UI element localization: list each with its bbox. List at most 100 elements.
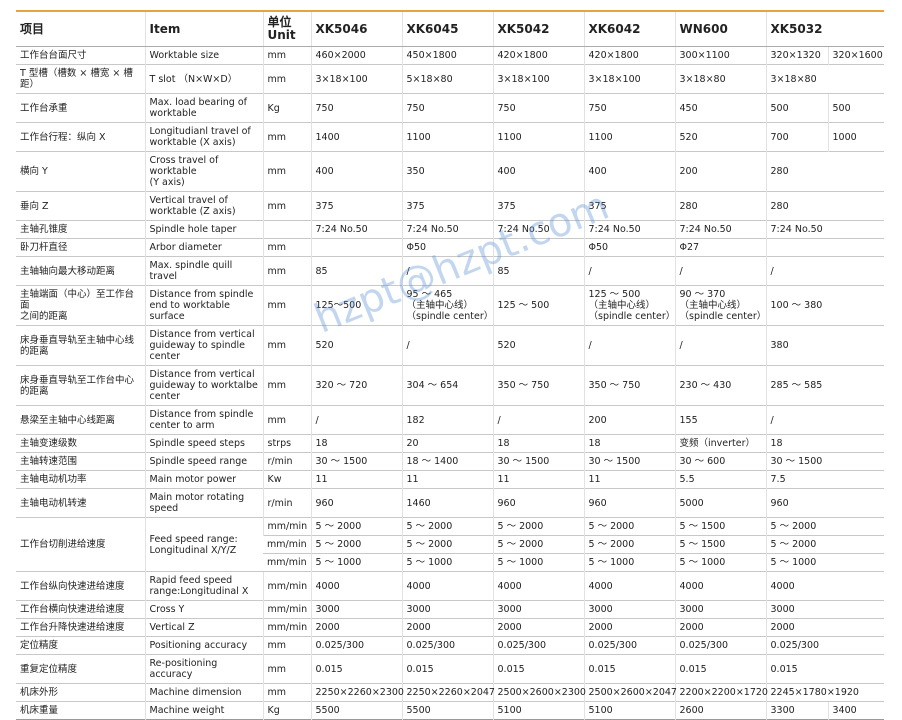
value-cell: 18 — [492, 434, 584, 453]
value-cell: 375 — [583, 191, 675, 221]
value-cell: 5 ～ 2000 — [310, 535, 402, 554]
value-cell: 5 ～ 2000 — [765, 517, 885, 536]
value-cell: 变频（inverter） — [674, 434, 766, 453]
value-cell: 280 — [765, 191, 885, 221]
header-cell: XK5042 — [492, 11, 584, 47]
value-cell: 11 — [492, 470, 584, 489]
unit-cell: mm — [262, 405, 311, 435]
table-row: 工作台行程：纵向 X Longitudianl travel of worktab… — [16, 122, 885, 152]
value-cell: 4000 — [583, 571, 675, 601]
value-cell — [492, 238, 584, 257]
value-cell: 4000 — [401, 571, 493, 601]
item-cell: Machine weight — [144, 701, 263, 720]
value-cell: Φ50 — [583, 238, 675, 257]
table-row: 定位精度 Positioning accuracy mm 0.025/300 0.025… — [16, 636, 885, 655]
item-cell: Positioning accuracy — [144, 636, 263, 655]
value-cell: 0.025/300 — [583, 636, 675, 655]
item-cell: Longitudianl travel of worktable (X axis… — [144, 122, 263, 152]
item-cell: Re-positioning accuracy — [144, 654, 263, 684]
value-cell: 7:24 No.50 — [310, 220, 402, 239]
value-cell: 460×2000 — [310, 46, 402, 65]
value-cell: / — [492, 405, 584, 435]
unit-cell: mm — [262, 46, 311, 65]
value-cell: 3×18×100 — [583, 64, 675, 94]
item-cell: Cross travel of worktable (Y axis) — [144, 151, 263, 192]
value-cell: / — [674, 256, 766, 286]
table-row: 床身垂直导轨至主轴中心线 的距离 Distance from vertical g… — [16, 325, 885, 366]
value-cell: 2600 — [674, 701, 766, 720]
value-cell: 400 — [310, 151, 402, 192]
value-cell: 350 ～ 750 — [583, 365, 675, 406]
value-cell: 0.025/300 — [674, 636, 766, 655]
item-cell: Rapid feed speed range:Longitudinal X — [144, 571, 263, 601]
value-cell: 0.015 — [492, 654, 584, 684]
value-cell: 500 — [827, 93, 885, 123]
value-cell: 520 — [674, 122, 766, 152]
value-cell: 3×18×80 — [674, 64, 766, 94]
value-cell: 380 — [765, 325, 885, 366]
table-row: 工作台台面尺寸 Worktable size mm 460×2000 450×1800 4… — [16, 46, 885, 65]
table-row: 机床外形 Machine dimension mm 2250×2260×2300 225… — [16, 683, 885, 702]
table-row: 垂向 Z Vertical travel of worktable (Z axis… — [16, 191, 885, 221]
value-cell: 0.025/300 — [765, 636, 885, 655]
value-cell: 20 — [401, 434, 493, 453]
value-cell: 5100 — [583, 701, 675, 720]
value-cell: 285 ～ 585 — [765, 365, 885, 406]
value-cell: 5 ～ 2000 — [401, 517, 493, 536]
value-cell: 5100 — [492, 701, 584, 720]
value-cell: 2000 — [310, 618, 402, 637]
value-cell: 2245×1780×1920 — [765, 683, 885, 702]
value-cell: 85 — [492, 256, 584, 286]
label-cell: 工作台升降快速进给速度 — [16, 618, 145, 637]
header-cell: XK5032 — [765, 11, 885, 47]
unit-cell: mm/min — [263, 553, 311, 572]
label-cell: 工作台纵向快速进给速度 — [16, 571, 145, 601]
value-cell: 2000 — [492, 618, 584, 637]
value-cell: 200 — [674, 151, 766, 192]
value-cell: 1460 — [401, 488, 493, 518]
value-cell: 7:24 No.50 — [765, 220, 885, 239]
label-cell: T 型槽（槽数 × 槽宽 × 槽距） — [16, 64, 145, 94]
value-cell: 960 — [310, 488, 402, 518]
unit-cell: mm — [262, 191, 311, 221]
header-cell: XK6045 — [401, 11, 493, 47]
value-cell: 2250×2260×2047 — [401, 683, 495, 702]
value-cell: 18 — [310, 434, 402, 453]
value-cell: 125 ～ 500 （主轴中心线） （spindle center） — [583, 285, 675, 326]
value-cell — [310, 238, 402, 257]
value-cell: 1400 — [310, 122, 402, 152]
value-cell: 0.015 — [310, 654, 402, 684]
item-cell: T slot （N×W×D） — [144, 64, 263, 94]
header-cell: XK5046 — [310, 11, 402, 47]
value-cell: 5 ～ 1000 — [310, 553, 402, 572]
table-body: 工作台台面尺寸 Worktable size mm 460×2000 450×1800 4… — [16, 46, 885, 720]
value-cell: 420×1800 — [583, 46, 675, 65]
value-cell: 280 — [765, 151, 885, 192]
value-cell: 1100 — [401, 122, 493, 152]
value-cell: / — [765, 405, 885, 435]
value-cell: 5 ～ 1000 — [401, 553, 493, 572]
value-cell: 7:24 No.50 — [492, 220, 584, 239]
value-cell: 375 — [401, 191, 493, 221]
value-cell: 5 ～ 1500 — [674, 535, 766, 554]
value-cell: 400 — [583, 151, 675, 192]
value-cell: 450 — [674, 93, 766, 123]
label-cell: 工作台横向快速进给速度 — [16, 600, 145, 619]
table-row: 悬梁至主轴中心线距离 Distance from spindle center t… — [16, 405, 885, 435]
value-cell: 5 ～ 2000 — [310, 517, 402, 536]
unit-cell: mm/min — [262, 571, 311, 601]
value-cell: 200 — [583, 405, 675, 435]
value-cell: 960 — [583, 488, 675, 518]
value-cell: 5500 — [401, 701, 493, 720]
value-cell: 3400 — [827, 701, 885, 720]
item-cell: Distance from vertical guideway to spind… — [144, 325, 263, 366]
value-cell: 3×18×80 — [765, 64, 885, 94]
value-cell: 30 ～ 1500 — [765, 452, 885, 471]
label-cell: 机床外形 — [16, 683, 145, 702]
value-cell: 30 ～ 600 — [674, 452, 766, 471]
label-cell: 主轴电动机转速 — [16, 488, 145, 518]
value-cell: 5 ～ 1500 — [674, 517, 766, 536]
value-cell: 3000 — [401, 600, 493, 619]
item-cell: Machine dimension — [144, 683, 263, 702]
value-cell: / — [310, 405, 402, 435]
